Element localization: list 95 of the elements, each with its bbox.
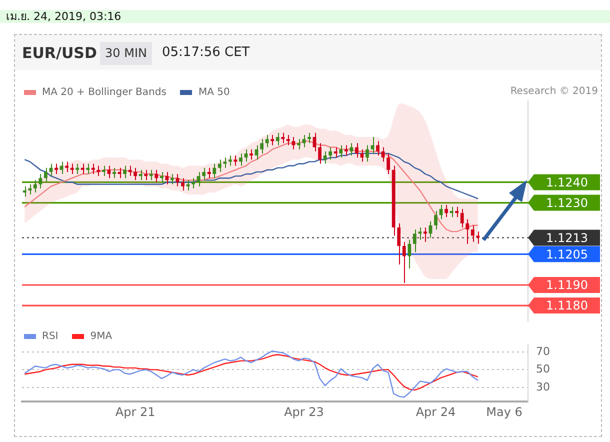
text: Research © 2019 [510, 86, 598, 97]
candlestick [192, 178, 196, 189]
candlestick [144, 169, 148, 181]
x-tick-label: Apr 21 [115, 404, 156, 419]
candlestick [412, 229, 416, 253]
ref-line-label: 1.1240 [546, 175, 588, 190]
candlestick [455, 206, 459, 218]
x-tick-label: Apr 24 [416, 404, 456, 419]
candlestick [239, 152, 242, 166]
candlestick [260, 138, 264, 154]
y-tick-label: 50 [536, 362, 550, 376]
candlestick [470, 224, 474, 242]
candlestick [33, 180, 37, 193]
candlestick [96, 165, 100, 177]
legend-label: MA 20 + Bollinger Bands [42, 87, 166, 98]
candlestick [165, 171, 169, 185]
ref-line-label: 1.1190 [546, 278, 588, 292]
candlestick [286, 134, 290, 146]
candlestick [138, 169, 142, 181]
candlestick [170, 174, 174, 185]
candlestick [65, 161, 69, 172]
candlestick [334, 146, 338, 158]
ref-line-label: 1.1230 [546, 196, 588, 210]
candlestick [408, 239, 412, 270]
candlestick [476, 231, 480, 244]
chart-title: EUR/USD [22, 44, 97, 62]
candlestick [418, 226, 422, 240]
candlestick [376, 140, 380, 156]
candlestick [128, 165, 132, 177]
candlestick [28, 184, 32, 196]
candlestick [160, 171, 164, 183]
candlestick [434, 210, 438, 230]
candlestick [386, 152, 390, 174]
text: 30 MIN [100, 42, 152, 65]
candlestick [80, 163, 84, 174]
candlestick [292, 136, 296, 150]
candlestick [328, 146, 332, 160]
candlestick [38, 174, 42, 189]
candlestick [339, 144, 343, 158]
candlestick [112, 167, 116, 179]
text: 05:17:56 CET [162, 45, 250, 60]
candlestick [381, 146, 385, 162]
candlestick [424, 226, 427, 242]
candlestick [270, 134, 274, 146]
candlestick [228, 155, 232, 166]
ref-line-label: 1.1213 [546, 230, 588, 245]
candlestick [444, 204, 448, 218]
candlestick [450, 206, 454, 218]
candlestick [308, 132, 311, 144]
candlestick [370, 136, 374, 154]
candlestick [102, 165, 106, 177]
candlestick [44, 167, 48, 183]
candlestick [402, 241, 406, 284]
candlestick [254, 144, 258, 160]
x-tick-label: May 6 [486, 404, 522, 419]
x-tick-label: Apr 23 [284, 404, 324, 419]
candlestick [86, 163, 90, 174]
candlestick [207, 167, 211, 179]
y-tick-label: 70 [536, 344, 550, 358]
candlestick [154, 169, 158, 183]
candlestick [397, 222, 401, 265]
candlestick [281, 132, 285, 144]
y-tick-label: 30 [536, 380, 550, 394]
candlestick [366, 144, 369, 162]
candlestick [354, 142, 358, 158]
legend-label: 9MA [90, 331, 112, 342]
candlestick [181, 178, 184, 191]
candlestick [134, 167, 138, 181]
candlestick [218, 159, 222, 172]
candlestick [70, 163, 74, 174]
candlestick [54, 163, 58, 174]
candlestick [22, 186, 26, 198]
ref-line-label: 1.1180 [546, 298, 588, 313]
candlestick [318, 142, 322, 164]
candlestick [149, 169, 153, 181]
legend-label: RSI [42, 331, 58, 342]
candlestick [91, 163, 95, 174]
candlestick [466, 218, 470, 244]
candlestick [250, 148, 253, 160]
candlestick [297, 138, 300, 150]
text: เม.ย. 24, 2019, 03:16 [0, 10, 610, 23]
candlestick [350, 142, 354, 156]
candlestick [202, 167, 206, 181]
legend-label: MA 50 [198, 87, 230, 98]
candlestick [460, 208, 464, 228]
ref-line-label: 1.1205 [546, 247, 588, 262]
candlestick [196, 171, 200, 187]
candlestick [212, 163, 216, 179]
candlestick [344, 144, 348, 156]
candlestick [323, 150, 327, 164]
candlestick [76, 163, 80, 174]
candlestick [223, 157, 227, 168]
candlestick [276, 132, 280, 146]
candlestick [123, 165, 126, 179]
candlestick [265, 134, 269, 148]
